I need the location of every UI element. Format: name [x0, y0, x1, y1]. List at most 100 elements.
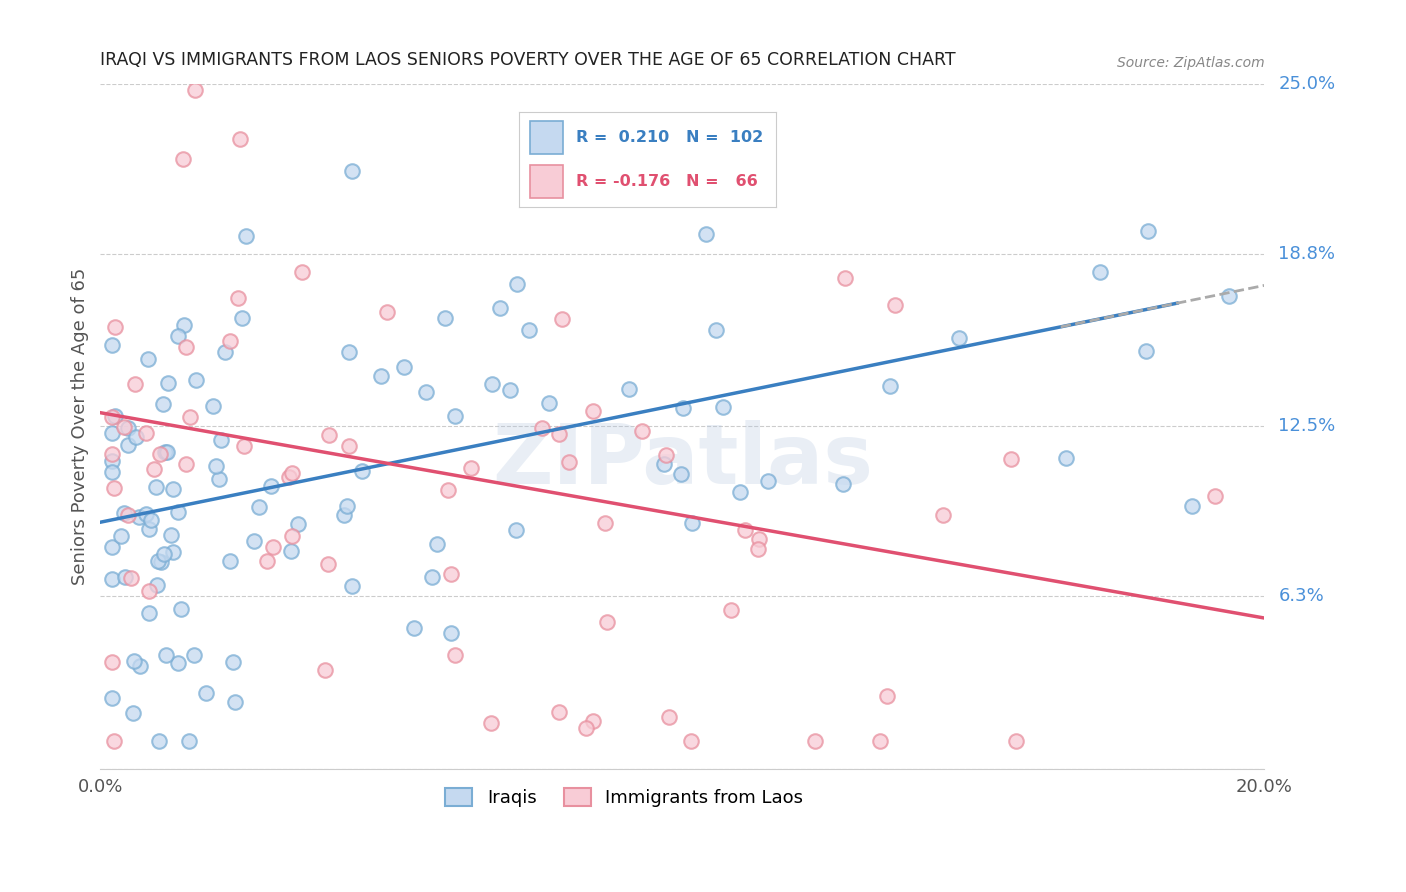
Point	[280, 467, 302, 481]
Point	[1054, 451, 1077, 466]
Point	[672, 401, 695, 416]
Text: IRAQI VS IMMIGRANTS FROM LAOS SENIORS POVERTY OVER THE AGE OF 65 CORRELATION CHA: IRAQI VS IMMIGRANTS FROM LAOS SENIORS PO…	[100, 51, 956, 69]
Point	[247, 500, 270, 514]
Point	[183, 648, 205, 662]
Point	[167, 505, 190, 519]
Point	[231, 310, 253, 325]
Point	[205, 459, 228, 474]
Point	[174, 457, 197, 471]
Point	[375, 305, 398, 319]
Point	[125, 430, 148, 444]
Point	[157, 376, 180, 390]
Point	[167, 329, 190, 343]
Point	[122, 654, 145, 668]
Point	[593, 516, 616, 531]
Point	[156, 445, 179, 459]
Point	[747, 542, 769, 557]
Point	[167, 656, 190, 670]
Point	[479, 716, 502, 731]
Point	[149, 556, 172, 570]
Point	[537, 396, 560, 410]
Point	[112, 506, 135, 520]
Text: Source: ZipAtlas.com: Source: ZipAtlas.com	[1116, 56, 1264, 70]
Legend: Iraqis, Immigrants from Laos: Iraqis, Immigrants from Laos	[439, 780, 810, 814]
Point	[704, 323, 727, 337]
Point	[139, 513, 162, 527]
Point	[153, 445, 176, 459]
Point	[146, 554, 169, 568]
Point	[884, 298, 907, 312]
Point	[734, 524, 756, 538]
Point	[209, 433, 232, 447]
Point	[558, 454, 581, 468]
Point	[720, 603, 742, 617]
Point	[235, 228, 257, 243]
Point	[135, 507, 157, 521]
Point	[117, 421, 139, 435]
Point	[1218, 289, 1240, 303]
Point	[173, 318, 195, 333]
Point	[340, 579, 363, 593]
Point	[104, 320, 127, 334]
Point	[433, 310, 456, 325]
Point	[287, 517, 309, 532]
Point	[932, 508, 955, 522]
Point	[101, 454, 124, 468]
Point	[226, 291, 249, 305]
Point	[318, 428, 340, 442]
Point	[120, 571, 142, 585]
Point	[162, 545, 184, 559]
Point	[145, 480, 167, 494]
Point	[148, 734, 170, 748]
Point	[444, 648, 467, 663]
Point	[519, 323, 541, 337]
Point	[658, 710, 681, 724]
Point	[876, 689, 898, 703]
Point	[426, 537, 449, 551]
Point	[128, 659, 150, 673]
Point	[101, 690, 124, 705]
Point	[136, 352, 159, 367]
Point	[256, 554, 278, 568]
Text: 25.0%: 25.0%	[1278, 75, 1336, 93]
Point	[103, 481, 125, 495]
Point	[232, 439, 254, 453]
Point	[547, 426, 569, 441]
Point	[201, 400, 224, 414]
Point	[316, 558, 339, 572]
Point	[138, 606, 160, 620]
Point	[652, 457, 675, 471]
Point	[711, 400, 734, 414]
Point	[101, 465, 124, 479]
Point	[460, 461, 482, 475]
Point	[444, 409, 467, 424]
Point	[179, 409, 201, 424]
Point	[669, 467, 692, 482]
Point	[219, 334, 242, 349]
Point	[1135, 344, 1157, 359]
Point	[149, 447, 172, 461]
Point	[550, 311, 572, 326]
Point	[117, 508, 139, 522]
Point	[104, 409, 127, 423]
Point	[879, 379, 901, 393]
Point	[314, 663, 336, 677]
Point	[160, 528, 183, 542]
Point	[547, 705, 569, 719]
Point	[1181, 500, 1204, 514]
Point	[112, 420, 135, 434]
Point	[748, 532, 770, 546]
Point	[499, 384, 522, 398]
Point	[332, 508, 354, 522]
Point	[172, 152, 194, 166]
Point	[340, 163, 363, 178]
Point	[101, 447, 124, 461]
Point	[1000, 451, 1022, 466]
Point	[103, 734, 125, 748]
Point	[370, 368, 392, 383]
Point	[214, 345, 236, 359]
Point	[208, 472, 231, 486]
Point	[505, 523, 527, 537]
Point	[804, 734, 827, 748]
Point	[1088, 265, 1111, 279]
